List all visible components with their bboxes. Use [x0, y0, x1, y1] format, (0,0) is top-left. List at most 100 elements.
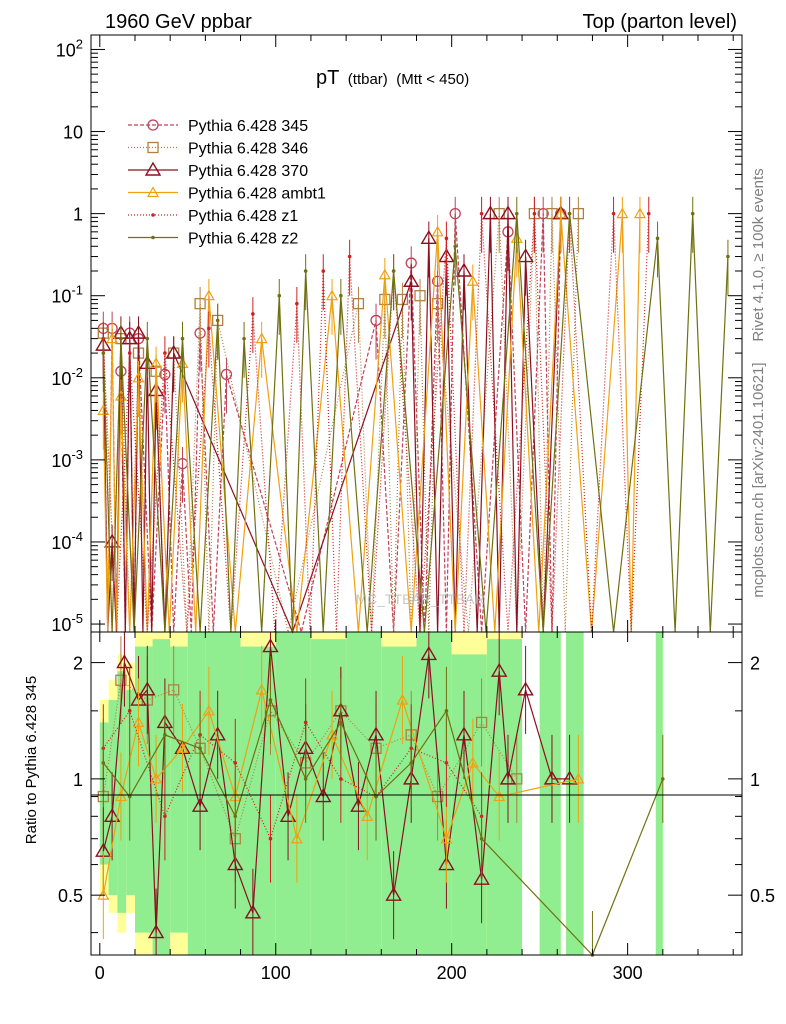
ratio-band-green-11 [310, 639, 347, 955]
point-z2-14 [690, 211, 695, 216]
ratio-tick-label-right-0: 0.5 [750, 886, 775, 906]
plot-title-sub: (ttbar) [348, 71, 388, 88]
point-ambt1-6 [202, 289, 215, 301]
y-tick-base-4: 10 [51, 287, 71, 307]
ratio-tick-label-left-0: 0.5 [58, 886, 83, 906]
point-ambt1-4 [150, 357, 163, 368]
point-z2-4 [215, 318, 220, 323]
ratio-tick-label-right-1: 1 [750, 770, 760, 790]
ratio-point-ambt1-5 [202, 704, 215, 716]
watermark: MC_TTBAR_TTBAR [355, 591, 484, 607]
plot-title-cut: (Mtt < 450) [396, 71, 469, 88]
legend-label-p346: Pythia 6.428 346 [188, 141, 308, 158]
ratio-band-green-14 [416, 632, 452, 955]
ratio-point-ambt1-14 [493, 790, 506, 802]
ratio-point-ambt1-8 [290, 832, 303, 844]
point-p370-4 [130, 324, 147, 339]
legend-marker-p370 [144, 161, 162, 176]
ratio-point-p370-24 [473, 870, 490, 885]
point-z1-2 [163, 351, 167, 355]
ratio-point-p346-1 [115, 674, 127, 686]
ratio-band-green-15 [451, 654, 487, 955]
y-tick-base-3: 10 [51, 369, 71, 389]
ratio-point-p346-3 [168, 684, 180, 696]
legend-marker-z2 [151, 235, 155, 240]
point-z2-10 [453, 244, 458, 249]
ratio-point-p346-12 [475, 716, 488, 729]
ratio-tick-label-left-1: 1 [73, 770, 83, 790]
ratio-point-p370-25 [490, 662, 508, 677]
legend: Pythia 6.428 345 Pythia 6.428 346 Pythia 6… [128, 118, 326, 248]
mcplots-label: mcplots.cern.ch [arXiv:2401.10621] [750, 362, 767, 597]
point-p370-14 [517, 248, 534, 263]
point-p345-12 [449, 207, 461, 220]
point-z1-1 [127, 351, 132, 355]
ratio-point-p370-11 [244, 904, 262, 919]
point-p370-12 [482, 205, 499, 220]
legend-marker-ambt1 [146, 186, 160, 198]
y-tick-exp-2: -3 [71, 447, 83, 462]
header-left: 1960 GeV ppbar [105, 11, 252, 33]
ratio-point-z2-11 [479, 836, 484, 841]
ratio-point-z1-7 [339, 777, 343, 781]
ratio-y-label: Ratio to Pythia 6.428 345 [23, 676, 40, 844]
plot-title-main: pT [316, 67, 339, 89]
point-p346-15 [572, 207, 585, 220]
y-tick-base-1: 10 [51, 533, 71, 553]
point-z1-4 [251, 312, 255, 316]
legend-item-p346: Pythia 6.428 346 [128, 141, 308, 158]
point-z1-11 [532, 211, 537, 216]
y-tick-label-3: 10-2 [51, 365, 83, 389]
ratio-point-p370-26 [499, 770, 517, 785]
legend-marker-p346 [147, 141, 159, 154]
y-tick-exp-1: -4 [71, 529, 83, 544]
ratio-point-ambt1-7 [255, 683, 268, 695]
ratio-point-z2-5 [268, 698, 273, 702]
ratio-point-ambt1-15 [572, 772, 585, 784]
ratio-point-p370-23 [455, 726, 473, 741]
ratio-point-p370-12 [262, 638, 279, 653]
legend-label-p345: Pythia 6.428 345 [188, 118, 308, 135]
ratio-point-p370-1 [103, 807, 121, 823]
header-right: Top (parton level) [582, 11, 737, 33]
ratio-point-p370-15 [315, 788, 332, 803]
ratio-band-green-12 [346, 632, 382, 955]
point-z1-7 [347, 254, 352, 259]
ratio-point-z2-7 [339, 720, 343, 725]
ratio-point-z2-1 [127, 794, 132, 799]
ratio-point-ambt1-4 [176, 742, 189, 753]
ratio-point-z1-6 [303, 720, 308, 725]
ratio-band-green-9 [240, 646, 276, 955]
point-ambt1-10 [431, 225, 444, 237]
y-tick-label-5: 1 [73, 205, 83, 225]
point-ambt1-0 [97, 404, 110, 416]
ratio-point-z2-0 [101, 761, 106, 765]
point-z1-3 [207, 326, 211, 331]
point-p346-10 [414, 290, 426, 302]
ratio-point-z2-3 [198, 746, 202, 751]
legend-item-z2: Pythia 6.428 z2 [128, 231, 298, 248]
point-z2-12 [567, 211, 572, 216]
ratio-point-p370-27 [517, 681, 534, 696]
ratio-point-z1-5 [268, 836, 273, 841]
point-ambt1-3 [132, 371, 145, 383]
ratio-point-ambt1-13 [466, 756, 479, 768]
rivet-label: Rivet 4.1.0, ≥ 100k events [750, 168, 767, 341]
ratio-point-ambt1-3 [150, 772, 163, 784]
ratio-point-p370-18 [367, 726, 385, 741]
ratio-point-z1-2 [163, 814, 167, 819]
point-p345-14 [537, 207, 549, 220]
ratio-point-p370-5 [147, 924, 165, 939]
point-z2-9 [391, 269, 396, 273]
main-panel-series [95, 196, 730, 635]
y-tick-exp-4: -1 [71, 283, 83, 298]
legend-label-ambt1: Pythia 6.428 ambt1 [188, 186, 326, 203]
point-z2-2 [145, 336, 150, 341]
point-ambt1-13 [554, 207, 567, 219]
ratio-point-p370-4 [139, 681, 156, 696]
point-ambt1-7 [255, 332, 268, 344]
point-p346-7 [352, 298, 365, 310]
point-p346-5 [194, 298, 206, 310]
ratio-point-ambt1-2 [132, 716, 145, 728]
